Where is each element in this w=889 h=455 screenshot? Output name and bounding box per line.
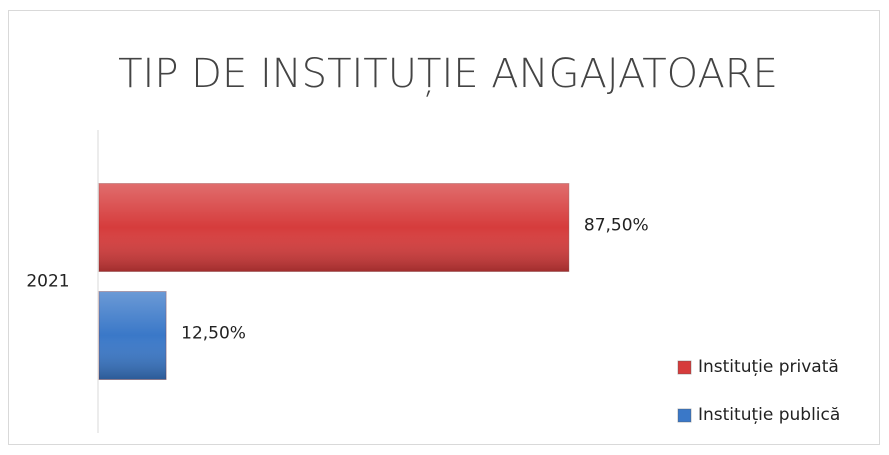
chart-title: TIP DE INSTITUȚIE ANGAJATOARE — [118, 51, 778, 97]
data-label: 87,50% — [584, 216, 649, 236]
legend-swatch — [677, 408, 692, 423]
legend-label: Instituție privată — [698, 357, 839, 377]
legend-swatch — [677, 360, 692, 375]
y-tick-label: 2021 — [26, 272, 69, 292]
legend-label: Instituție publică — [698, 405, 840, 425]
bar-shade — [99, 183, 569, 272]
bar-shade — [99, 291, 167, 380]
data-label: 12,50% — [181, 324, 246, 344]
